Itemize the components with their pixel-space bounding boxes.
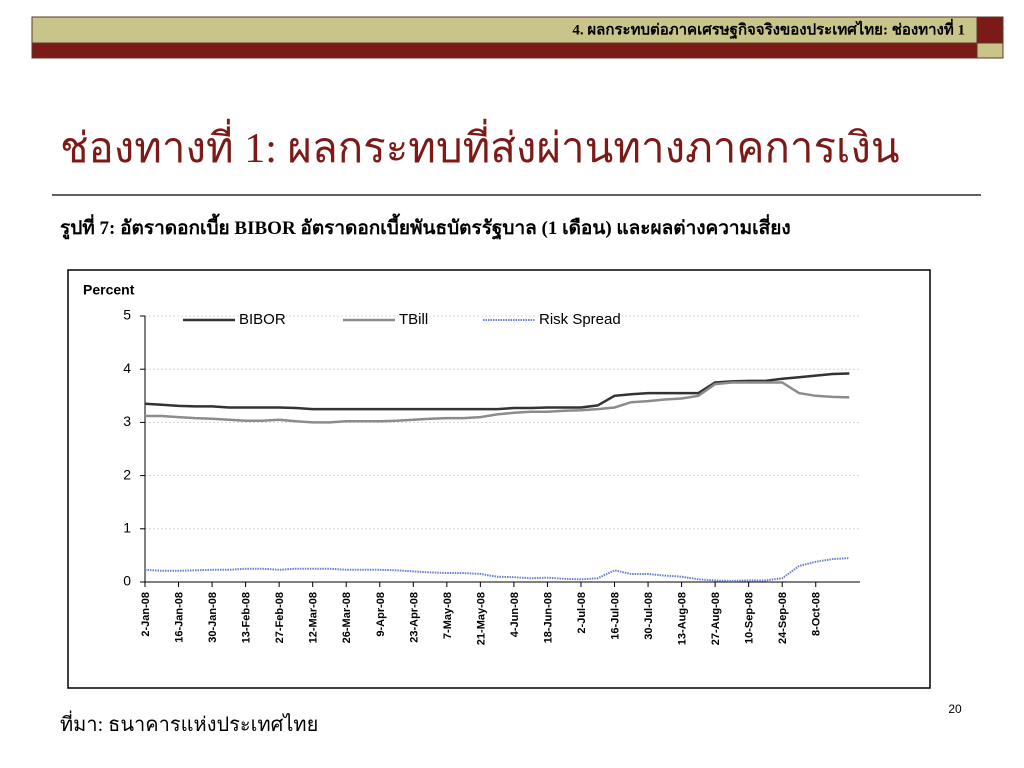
x-tick-label: 16-Jul-08 [610,592,622,640]
x-tick-label: 12-Mar-08 [308,592,320,643]
series-line [144,557,850,582]
header-bar [31,16,978,44]
x-tick-label: 23-Apr-08 [408,592,420,643]
plot: 0 1 2 3 4 5 2-Jan-08 16-Jan-08 30-Jan-08 13-Feb-0… [123,307,860,645]
x-tick-label: 27-Aug-08 [710,592,722,645]
x-tick-label: 8-Oct-08 [811,592,823,636]
y-tick-label: 3 [123,413,131,429]
x-tick-label: 21-May-08 [475,592,487,645]
x-tick-label: 9-Apr-08 [375,592,387,637]
x-tick-label: 13-Feb-08 [241,592,253,643]
x-tick-label: 26-Mar-08 [341,592,353,643]
slide-title: ช่องทางที่ 1: ผลกระทบที่ส่งผ่านทางภาคการ… [60,119,900,172]
page-number: 20 [948,702,962,716]
x-tick-label: 7-May-08 [442,592,454,639]
y-tick-label: 4 [123,360,131,376]
x-tick-label: 4-Jun-08 [509,592,521,637]
x-tick-label: 27-Feb-08 [274,592,286,643]
header-square [976,16,1004,44]
x-tick-label: 24-Sep-08 [777,592,789,644]
header-square [976,42,1004,59]
x-tick-label: 18-Jun-08 [542,592,554,643]
legend-label: BIBOR [239,311,286,328]
y-tick-label: 0 [123,573,131,589]
x-tick-label: 30-Jan-08 [207,592,219,643]
x-tick-label: 30-Jul-08 [643,592,655,640]
chart-frame [67,269,931,689]
y-axis-label: Percent [83,282,135,298]
legend-label: Risk Spread [539,311,621,328]
header-title: 4. ผลกระทบต่อภาคเศรษฐกิจจริงของประเทศไทย… [572,18,965,39]
figure-caption: รูปที่ 7: อัตราดอกเบี้ย BIBOR อัตราดอกเบ… [60,213,791,241]
x-tick-label: 16-Jan-08 [174,592,186,643]
y-tick-label: 5 [123,307,131,323]
x-tick-label: 10-Sep-08 [744,592,756,644]
x-tick-label: 2-Jul-08 [576,592,588,634]
series-line [145,381,850,424]
x-tick-label: 13-Aug-08 [677,592,689,645]
legend-label: TBill [399,311,428,328]
header-strip [31,42,978,59]
x-tick-label: 2-Jan-08 [140,592,152,637]
source: ที่มา: ธนาคารแห่งประเทศไทย [60,710,318,736]
y-tick-label: 2 [123,466,131,482]
y-tick-label: 1 [123,520,131,536]
